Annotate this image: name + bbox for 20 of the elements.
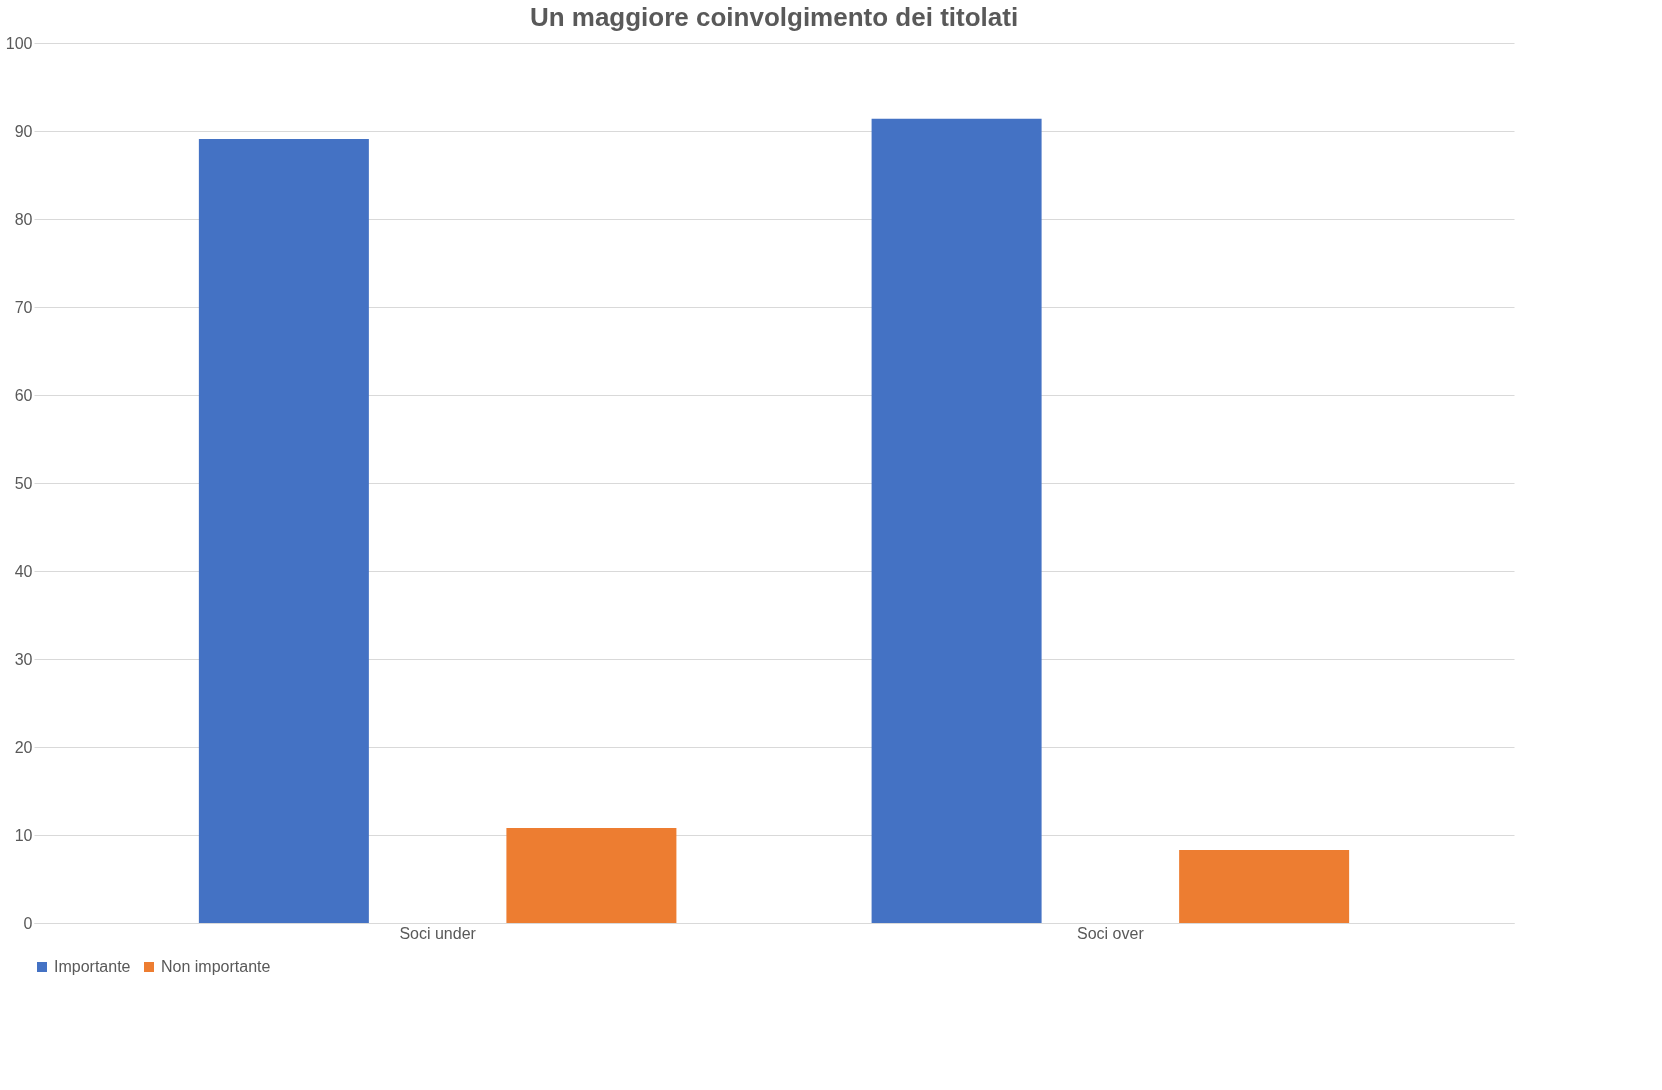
bar [871, 118, 1042, 923]
x-tick-label: Soci under [399, 924, 477, 942]
y-tick-label: 30 [14, 650, 33, 668]
bar [1179, 849, 1350, 923]
y-tick-label: 90 [14, 122, 33, 140]
y-tick-label: 70 [14, 298, 33, 316]
y-tick-label: 20 [14, 738, 33, 756]
y-tick-label: 80 [14, 210, 33, 228]
y-tick-label: 10 [14, 826, 33, 844]
legend-label: Importante [54, 958, 131, 975]
x-tick-label: Soci over [1077, 924, 1145, 942]
y-tick-label: 60 [14, 386, 33, 404]
y-tick-label: 100 [5, 34, 33, 52]
legend-label: Non importante [161, 958, 271, 975]
bar [506, 827, 677, 923]
chart-title: Un maggiore coinvolgimento dei titolati [529, 2, 1019, 32]
y-tick-label: 50 [14, 474, 33, 492]
bar [198, 138, 369, 923]
y-tick-label: 40 [14, 562, 33, 580]
y-tick-label: 0 [23, 914, 33, 932]
